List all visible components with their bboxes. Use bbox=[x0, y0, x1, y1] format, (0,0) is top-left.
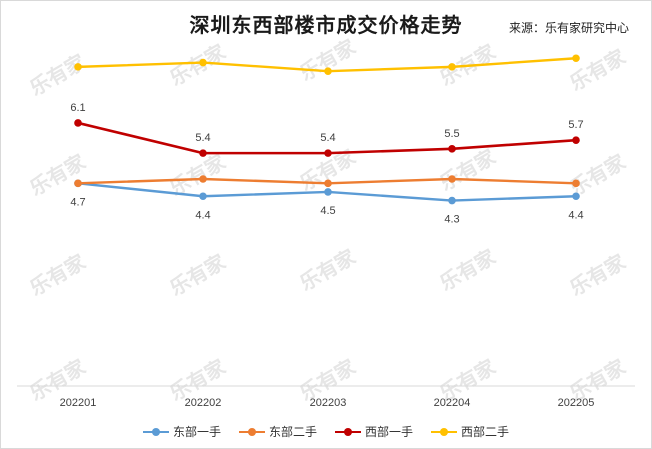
watermark-text: 乐有家 bbox=[26, 49, 91, 100]
watermark-text: 乐有家 bbox=[566, 249, 631, 300]
data-label: 4.7 bbox=[70, 196, 85, 208]
data-label: 6.1 bbox=[70, 102, 85, 114]
data-point bbox=[199, 192, 207, 201]
data-label: 5.7 bbox=[568, 119, 583, 131]
data-point bbox=[324, 149, 332, 157]
data-label: 4.3 bbox=[444, 214, 459, 226]
data-point bbox=[324, 179, 332, 188]
data-point bbox=[572, 54, 580, 63]
data-point bbox=[199, 149, 207, 157]
watermark-text: 乐有家 bbox=[296, 34, 361, 85]
legend-item: 西部二手 bbox=[431, 423, 509, 440]
watermark-layer: 乐有家 乐有家 乐有家 乐有家 乐有家乐有家 乐有家 乐有家 乐有家 乐有家乐有家 乐有家 乐有家乐… bbox=[26, 34, 631, 405]
data-label: 4.5 bbox=[320, 205, 335, 217]
series-layer: 4.7 4.4 4.5 4.3 4.4 6.1 5.4 5.4 5.5 5.7 bbox=[70, 54, 584, 226]
data-point bbox=[572, 179, 580, 188]
data-label: 5.4 bbox=[195, 132, 210, 144]
watermark-text: 乐有家 bbox=[566, 44, 631, 95]
legend-label: 东部一手 bbox=[172, 425, 221, 439]
data-point bbox=[324, 67, 332, 75]
x-tick-label: 202203 bbox=[310, 397, 347, 409]
data-label: 5.4 bbox=[320, 132, 335, 144]
data-point bbox=[572, 192, 580, 201]
data-label: 4.4 bbox=[568, 209, 583, 221]
chart-title: 深圳东西部楼市成交价格走势 bbox=[189, 13, 463, 37]
data-label: 5.5 bbox=[444, 128, 459, 140]
x-tick-label: 202204 bbox=[434, 397, 471, 409]
legend-swatch bbox=[335, 427, 361, 437]
series-2 bbox=[74, 175, 580, 188]
watermark-text: 乐有家 bbox=[26, 149, 91, 200]
data-point bbox=[199, 175, 207, 183]
data-point bbox=[448, 63, 456, 71]
data-point bbox=[74, 63, 82, 71]
legend-label: 东部二手 bbox=[268, 425, 317, 439]
source-note: 来源：乐有家研究中心 bbox=[508, 21, 629, 35]
series-4 bbox=[74, 54, 580, 75]
data-point bbox=[448, 196, 456, 205]
data-point bbox=[199, 58, 207, 67]
data-point bbox=[324, 188, 332, 196]
data-point bbox=[448, 145, 456, 153]
data-point bbox=[74, 179, 82, 188]
legend-label: 西部一手 bbox=[365, 425, 414, 439]
legend-item: 东部一手 bbox=[142, 423, 221, 440]
legend-item: 东部二手 bbox=[238, 423, 317, 440]
legend-swatch bbox=[142, 427, 169, 437]
data-point bbox=[448, 175, 456, 183]
chart-legend: 东部一手 东部二手 西部一手 西部二手 bbox=[1, 423, 651, 440]
series-3: 6.1 5.4 5.4 5.5 5.7 bbox=[70, 102, 584, 157]
data-label: 4.4 bbox=[195, 209, 210, 221]
legend-item: 西部一手 bbox=[335, 423, 413, 440]
watermark-text: 乐有家 bbox=[436, 244, 501, 295]
legend-swatch bbox=[238, 427, 265, 437]
watermark-text: 乐有家 bbox=[26, 249, 91, 300]
x-tick-labels: 202201 202202 202203 202204 202205 bbox=[60, 397, 595, 409]
legend-label: 西部二手 bbox=[461, 425, 510, 439]
legend-swatch bbox=[431, 427, 458, 437]
watermark-text: 乐有家 bbox=[296, 244, 361, 295]
x-tick-label: 202201 bbox=[60, 397, 97, 409]
x-tick-label: 202202 bbox=[185, 397, 222, 409]
x-tick-label: 202205 bbox=[558, 397, 595, 409]
watermark-text: 乐有家 bbox=[166, 249, 231, 300]
data-point bbox=[74, 119, 82, 127]
watermark-text: 乐有家 bbox=[436, 144, 501, 195]
data-point bbox=[572, 136, 580, 144]
